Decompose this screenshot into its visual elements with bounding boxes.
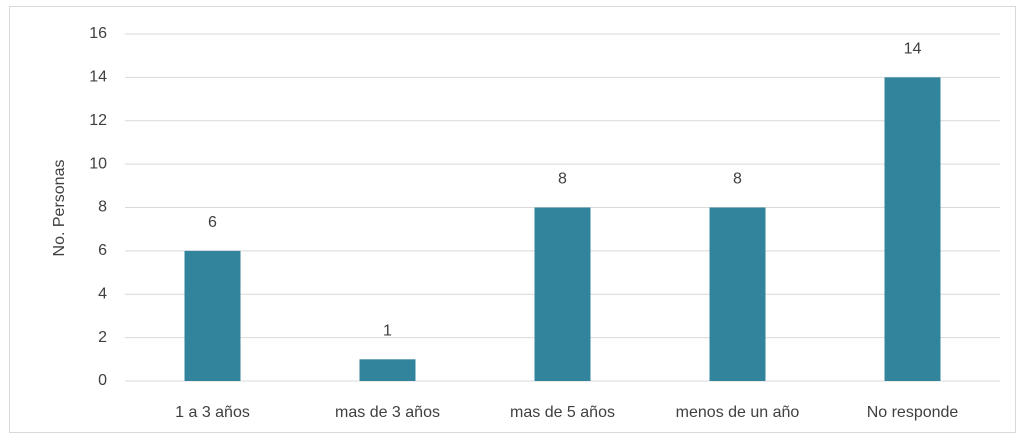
y-tick-label: 4: [98, 285, 107, 302]
data-label: 6: [208, 214, 217, 231]
x-tick-label: mas de 5 años: [510, 404, 615, 421]
x-tick-label: 1 a 3 años: [175, 404, 250, 421]
y-tick-label: 16: [89, 25, 107, 42]
bar: [359, 359, 416, 381]
data-label: 14: [904, 41, 922, 58]
y-tick-label: 12: [89, 112, 107, 129]
bar: [534, 207, 591, 381]
x-tick-label: mas de 3 años: [335, 404, 440, 421]
chart-border: [9, 6, 1016, 433]
y-tick-label: 8: [98, 199, 107, 216]
y-tick-label: 2: [98, 329, 107, 346]
y-tick-label: 10: [89, 155, 107, 172]
y-tick-label: 14: [89, 69, 107, 86]
data-label: 8: [733, 171, 742, 188]
y-tick-label: 0: [98, 372, 107, 389]
data-label: 1: [383, 323, 392, 340]
bar: [884, 77, 941, 381]
y-axis-label: No. Personas: [51, 160, 68, 257]
x-tick-label: No responde: [867, 404, 959, 421]
y-tick-label: 6: [98, 242, 107, 259]
bar: [184, 250, 241, 381]
data-label: 8: [558, 171, 567, 188]
x-tick-label: menos de un año: [676, 404, 800, 421]
bar: [709, 207, 766, 381]
